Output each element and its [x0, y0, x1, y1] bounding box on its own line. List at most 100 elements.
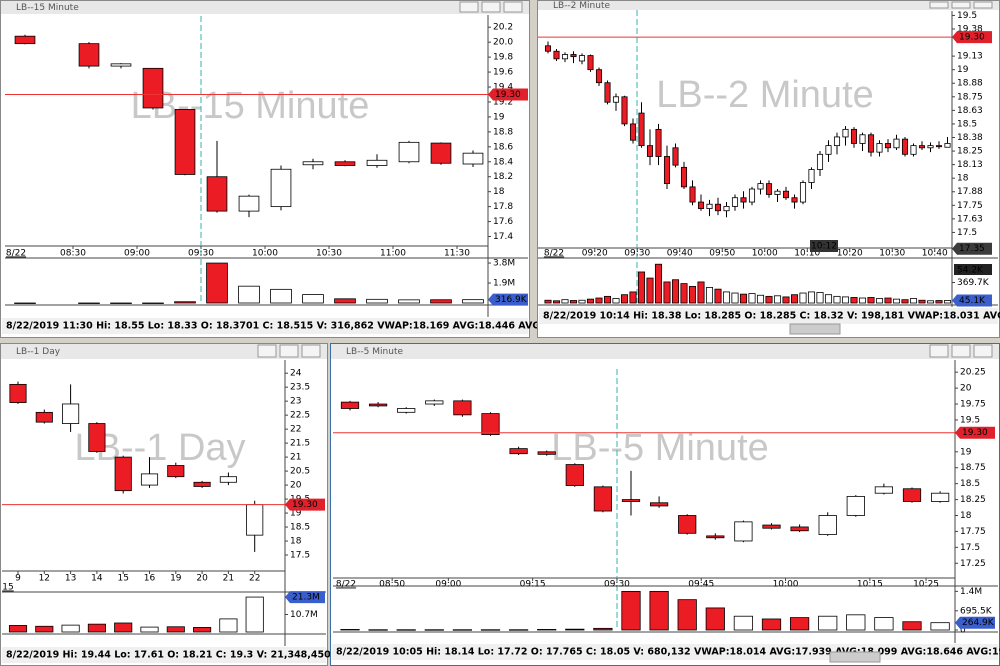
- candle-body: [509, 448, 528, 455]
- volume-bar: [366, 298, 388, 304]
- y-tick-label: 19.2: [493, 97, 513, 107]
- price-tag: [488, 293, 528, 306]
- price-tag-label: 264.9K: [962, 618, 995, 628]
- candle-body: [604, 82, 611, 103]
- price-tag-label: 19.30: [292, 500, 318, 510]
- price-tag-label: 21.3M: [292, 593, 320, 603]
- volume-bar: [480, 629, 501, 631]
- y-tick-label: 22.5: [290, 411, 310, 421]
- status-bar: [539, 308, 998, 324]
- date-label: 15: [2, 583, 13, 593]
- window-button[interactable]: [929, 344, 949, 358]
- status-bar: [2, 318, 528, 334]
- window-button[interactable]: [951, 1, 971, 9]
- window-button[interactable]: [973, 344, 993, 358]
- candle-body: [697, 201, 705, 209]
- window-button[interactable]: [503, 1, 523, 13]
- candle-body: [368, 403, 388, 407]
- candle-body: [846, 495, 865, 516]
- y-tick-label: 18.88: [957, 79, 983, 89]
- volume-bar: [569, 300, 578, 304]
- volume-bar: [782, 296, 790, 304]
- y-tick-label: 1.9M: [493, 279, 515, 289]
- status-text: 8/22/2019 Hi: 19.44 Lo: 17.61 O: 18.21 C…: [6, 650, 403, 661]
- x-tick-label: 09:30: [624, 249, 650, 259]
- volume-bar: [902, 621, 922, 631]
- window-button[interactable]: [929, 1, 949, 9]
- window-button[interactable]: [481, 1, 501, 13]
- x-tick-label: 09:30: [604, 580, 630, 590]
- x-tick-label: 10:30: [879, 249, 905, 259]
- volume-bar: [918, 299, 926, 304]
- x-tick-label: 10:40: [922, 249, 948, 259]
- window-title: LB--5 Minute: [346, 347, 403, 357]
- candle-body: [174, 109, 196, 175]
- status-text: 8/22/2019 11:30 Hi: 18.55 Lo: 18.33 O: 1…: [6, 321, 675, 332]
- window: [537, 0, 1000, 338]
- volume-bar: [544, 299, 552, 304]
- candle-body: [114, 456, 132, 492]
- x-tick-label: 08:50: [379, 580, 405, 590]
- window-button[interactable]: [279, 344, 299, 358]
- window-button[interactable]: [459, 1, 479, 13]
- volume-bar: [334, 298, 356, 304]
- candle-body: [270, 168, 292, 208]
- y-tick-label: 18.4: [493, 157, 513, 167]
- candle-body: [537, 451, 556, 455]
- candle-body: [859, 134, 866, 144]
- volume-bar: [593, 627, 613, 631]
- y-tick-label: 20.5: [290, 467, 310, 477]
- window-button[interactable]: [951, 344, 971, 358]
- candle-body: [35, 411, 53, 423]
- y-tick-label: 19: [290, 509, 302, 519]
- x-tick-label: 09:45: [688, 580, 714, 590]
- volume-bar: [245, 596, 264, 633]
- volume-bar: [654, 263, 663, 304]
- y-tick-label: 24: [290, 369, 302, 379]
- window-button[interactable]: [301, 344, 321, 358]
- price-tag: [952, 294, 992, 307]
- candle-body: [833, 136, 841, 147]
- price-tag: [952, 31, 992, 44]
- candle-body: [219, 476, 237, 483]
- volume-bar: [140, 626, 159, 633]
- candle-body: [544, 45, 552, 52]
- window-title: LB--2 Minute: [553, 1, 610, 11]
- volume-bar: [78, 302, 100, 304]
- candle-body: [850, 128, 858, 144]
- volume-bar: [739, 293, 748, 304]
- candle-body: [140, 473, 159, 486]
- volume-bar: [206, 262, 228, 304]
- candle-body: [621, 499, 641, 502]
- window-button[interactable]: [973, 1, 993, 9]
- y-tick-label: 18.75: [957, 92, 983, 102]
- candle-body: [595, 69, 603, 84]
- volume-bar: [850, 297, 858, 304]
- candle-body: [748, 188, 756, 203]
- volume-bar: [8, 625, 28, 633]
- x-tick-label: 10:15: [857, 580, 883, 590]
- candle-body: [782, 190, 790, 199]
- volume-bar: [799, 292, 807, 304]
- date-label: 8/22: [336, 580, 356, 590]
- scrollbar[interactable]: [789, 323, 841, 335]
- volume-bar: [621, 590, 641, 631]
- candle-body: [930, 492, 950, 502]
- candle-body: [629, 123, 637, 141]
- volume-bar: [452, 629, 473, 631]
- candle-body: [765, 183, 773, 195]
- candle-body: [663, 156, 671, 185]
- volume-bar: [603, 295, 612, 304]
- y-tick-label: 21.5: [290, 439, 310, 449]
- volume-bar: [705, 607, 725, 631]
- candle-body: [791, 197, 798, 203]
- window-button[interactable]: [257, 344, 277, 358]
- scrollbar[interactable]: [829, 651, 881, 663]
- x-tick-label: 09:00: [435, 580, 461, 590]
- date-label: 8/22: [544, 249, 564, 259]
- volume-bar: [595, 297, 603, 304]
- price-tag: [955, 426, 995, 439]
- volume-bar: [61, 624, 80, 633]
- y-tick-label: 19.5: [957, 11, 977, 21]
